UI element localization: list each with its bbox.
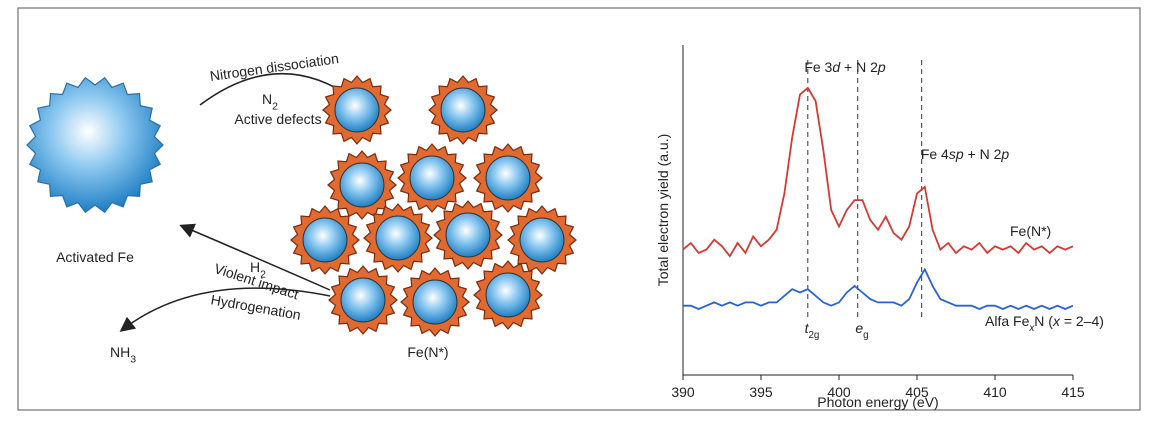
page: Activated Fe Nitrogen dissociation N2Activ…: [0, 0, 1154, 423]
text-part: 2g: [808, 330, 819, 341]
particle-core: [335, 88, 379, 132]
label: N2: [262, 91, 278, 112]
label: Activated Fe: [56, 249, 134, 265]
particle-core: [520, 218, 564, 262]
figure: Activated Fe Nitrogen dissociation N2Activ…: [0, 0, 1154, 423]
series-line: [683, 269, 1073, 309]
particle-core: [410, 156, 454, 200]
annotation: Fe 4sp + N 2p: [921, 146, 1010, 162]
particle-core: [446, 213, 490, 257]
text-part: + N 2: [840, 59, 878, 75]
label: Active defects: [234, 111, 321, 127]
text-part: e: [855, 320, 863, 336]
particle-core: [486, 156, 530, 200]
text-part: sp: [949, 146, 964, 162]
text-part: N: [262, 91, 272, 107]
x-tick-label: 410: [983, 384, 1007, 400]
text-part: = 2–4): [1060, 313, 1104, 329]
y-axis-label: Total electron yield (a.u.): [655, 134, 671, 287]
x-tick-label: 395: [749, 384, 773, 400]
text-part: Nitrogen dissociation: [209, 50, 340, 84]
diagram: Activated Fe Nitrogen dissociation N2Activ…: [27, 50, 576, 365]
label: NH3: [110, 344, 136, 365]
particle-core: [340, 163, 384, 207]
text-part: Activated Fe: [56, 249, 134, 265]
text-part: Active defects: [234, 111, 321, 127]
particle-core: [486, 273, 530, 317]
legend-label: Fe(N*): [1010, 223, 1051, 239]
label: Fe(N*): [407, 344, 448, 360]
x-tick-label: 390: [671, 384, 695, 400]
x-axis-label: Photon energy (eV): [817, 394, 938, 410]
text-part: p: [1000, 146, 1009, 162]
legend-label: Alfa FexN (x = 2–4): [985, 313, 1104, 334]
particle-core: [413, 280, 457, 324]
text-part: NH: [110, 344, 130, 360]
annotation: t2g: [805, 320, 820, 341]
text-part: Fe(N*): [1010, 223, 1051, 239]
text-part: g: [863, 330, 868, 341]
text-part: 3: [130, 353, 136, 365]
text-part: Fe 3: [804, 59, 832, 75]
particle-shell: [27, 78, 163, 213]
frame: [18, 8, 1140, 410]
label: Nitrogen dissociation: [209, 50, 340, 84]
text-part: + N 2: [964, 146, 1002, 162]
particle-core: [303, 218, 347, 262]
text-part: Alfa Fe: [985, 313, 1030, 329]
text-part: Fe 4: [921, 146, 949, 162]
annotation: eg: [855, 320, 868, 341]
particle-core: [341, 278, 385, 322]
x-tick-label: 415: [1061, 384, 1085, 400]
annotation: Fe 3d + N 2p: [804, 59, 886, 75]
particle-core: [441, 88, 485, 132]
text-part: Fe(N*): [407, 344, 448, 360]
text-part: p: [877, 59, 886, 75]
text-part: N (: [1034, 313, 1053, 329]
particle-core: [376, 216, 420, 260]
